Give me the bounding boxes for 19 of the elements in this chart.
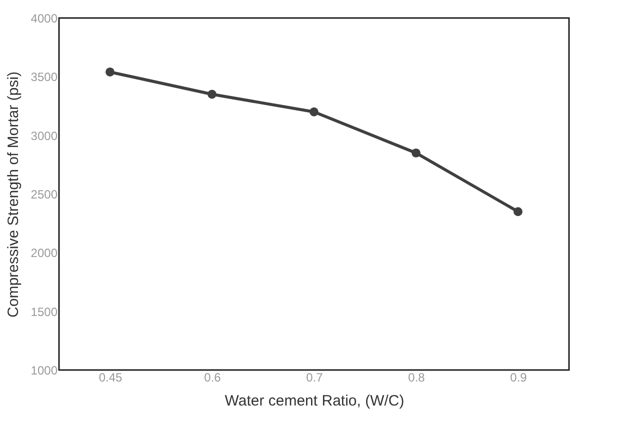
x-tick-label: 0.7 <box>306 370 324 384</box>
x-tick-label: 0.8 <box>408 370 426 384</box>
point <box>412 148 420 158</box>
point <box>310 107 318 116</box>
point <box>514 207 522 216</box>
x-tick-label: 0.45 <box>98 370 122 384</box>
y-axis-title: Compressive Strength of Mortar (psi) <box>4 72 22 318</box>
x-axis-title: Water cement Ratio, (W/C) <box>224 392 404 410</box>
point <box>208 90 216 99</box>
y-tick-label: 1500 <box>30 304 58 319</box>
y-tick-label: 2500 <box>30 188 58 202</box>
y-tick-label: 4000 <box>30 12 58 26</box>
y-tick-label: 1000 <box>30 364 58 378</box>
x-tick-label: 0.9 <box>510 370 528 384</box>
y-tick-label: 3000 <box>30 128 58 143</box>
y-tick-label: 3500 <box>30 70 58 84</box>
x-tick-label: 0.6 <box>204 370 222 384</box>
y-tick-label: 2000 <box>30 246 58 260</box>
point <box>106 68 114 76</box>
